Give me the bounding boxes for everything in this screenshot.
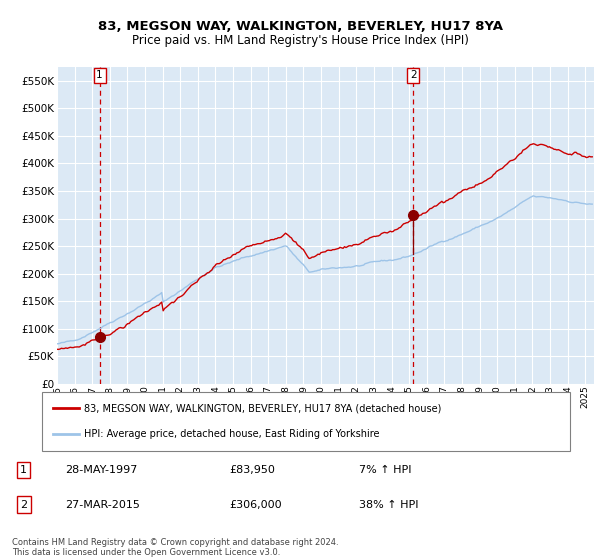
Text: 2: 2 <box>20 500 27 510</box>
FancyBboxPatch shape <box>42 392 570 451</box>
Text: 1: 1 <box>96 70 103 80</box>
Text: 27-MAR-2015: 27-MAR-2015 <box>65 500 140 510</box>
Text: £83,950: £83,950 <box>229 465 275 475</box>
Text: 7% ↑ HPI: 7% ↑ HPI <box>359 465 412 475</box>
Text: 28-MAY-1997: 28-MAY-1997 <box>65 465 137 475</box>
Text: 2: 2 <box>410 70 416 80</box>
Text: HPI: Average price, detached house, East Riding of Yorkshire: HPI: Average price, detached house, East… <box>84 430 380 440</box>
Text: Contains HM Land Registry data © Crown copyright and database right 2024.
This d: Contains HM Land Registry data © Crown c… <box>12 538 338 557</box>
Text: £306,000: £306,000 <box>229 500 282 510</box>
Text: Price paid vs. HM Land Registry's House Price Index (HPI): Price paid vs. HM Land Registry's House … <box>131 34 469 46</box>
Text: 38% ↑ HPI: 38% ↑ HPI <box>359 500 418 510</box>
Text: 83, MEGSON WAY, WALKINGTON, BEVERLEY, HU17 8YA: 83, MEGSON WAY, WALKINGTON, BEVERLEY, HU… <box>97 20 503 32</box>
Text: 1: 1 <box>20 465 27 475</box>
Text: 83, MEGSON WAY, WALKINGTON, BEVERLEY, HU17 8YA (detached house): 83, MEGSON WAY, WALKINGTON, BEVERLEY, HU… <box>84 403 442 413</box>
